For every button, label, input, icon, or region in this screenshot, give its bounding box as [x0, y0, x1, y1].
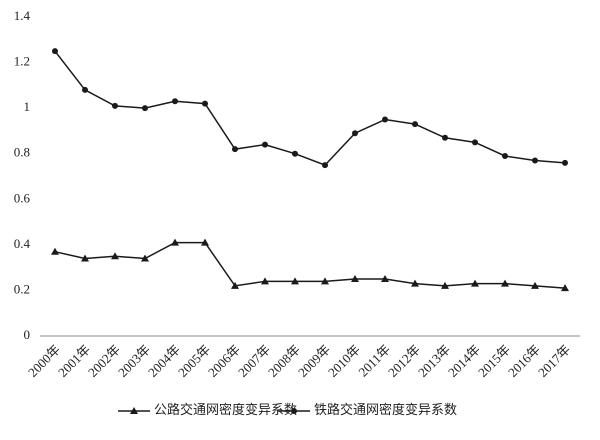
- x-tick-label: 2016年: [505, 342, 543, 380]
- y-tick-label: 1: [24, 99, 31, 114]
- marker: [381, 275, 389, 283]
- y-tick-label: 0.6: [14, 190, 31, 205]
- x-tick-label: 2005年: [175, 342, 213, 380]
- y-tick-label: 1.2: [14, 54, 30, 69]
- x-tick-label: 2013年: [415, 342, 453, 380]
- x-tick-label: 2008年: [265, 342, 303, 380]
- marker: [111, 252, 119, 260]
- x-tick-label: 2007年: [235, 342, 273, 380]
- y-tick-label: 0.4: [14, 236, 31, 251]
- marker: [442, 134, 448, 141]
- y-tick-label: 0.2: [14, 281, 30, 296]
- x-tick-label: 2010年: [325, 342, 363, 380]
- marker: [471, 279, 479, 287]
- x-tick-label: 2017年: [535, 342, 573, 380]
- marker: [562, 159, 568, 166]
- marker: [501, 279, 509, 287]
- legend-label: 铁路交通网密度变异系数: [314, 402, 457, 417]
- x-tick-label: 2000年: [25, 342, 63, 380]
- marker: [51, 247, 59, 255]
- x-tick-label: 2004年: [145, 342, 183, 380]
- marker: [82, 86, 88, 93]
- x-tick-label: 2009年: [295, 342, 333, 380]
- marker: [321, 277, 329, 285]
- y-tick-label: 0: [24, 327, 31, 342]
- marker: [502, 152, 508, 159]
- marker: [292, 150, 298, 157]
- marker: [202, 100, 208, 107]
- x-tick-label: 2014年: [445, 342, 483, 380]
- marker: [141, 254, 149, 262]
- x-tick-label: 2012年: [385, 342, 423, 380]
- marker: [142, 105, 148, 112]
- marker: [411, 279, 419, 287]
- y-tick-label: 0.8: [14, 145, 30, 160]
- marker: [232, 146, 238, 153]
- marker: [352, 130, 358, 137]
- marker: [52, 48, 58, 55]
- marker: [231, 281, 239, 289]
- marker: [351, 275, 359, 283]
- x-tick-label: 2002年: [85, 342, 123, 380]
- marker: [472, 139, 478, 146]
- x-tick-label: 2011年: [355, 342, 393, 380]
- x-tick-label: 2006年: [205, 342, 243, 380]
- marker: [171, 238, 179, 246]
- marker: [291, 277, 299, 285]
- x-tick-label: 2003年: [115, 342, 153, 380]
- marker: [172, 98, 178, 105]
- x-tick-label: 2015年: [475, 342, 513, 380]
- marker: [112, 102, 118, 109]
- marker: [130, 407, 138, 414]
- marker: [81, 254, 89, 262]
- marker: [382, 116, 388, 123]
- marker: [322, 162, 328, 169]
- marker: [532, 157, 538, 164]
- series-line: [54, 50, 566, 166]
- x-tick-label: 2001年: [55, 342, 93, 380]
- marker: [412, 121, 418, 128]
- series-line: [54, 241, 566, 289]
- marker: [291, 408, 297, 414]
- marker: [201, 238, 209, 246]
- legend-label: 公路交通网密度变异系数: [154, 402, 297, 417]
- y-tick-label: 1.4: [14, 8, 31, 23]
- marker: [531, 281, 539, 289]
- marker: [441, 281, 449, 289]
- marker: [561, 284, 569, 292]
- marker: [261, 277, 269, 285]
- marker: [262, 141, 268, 148]
